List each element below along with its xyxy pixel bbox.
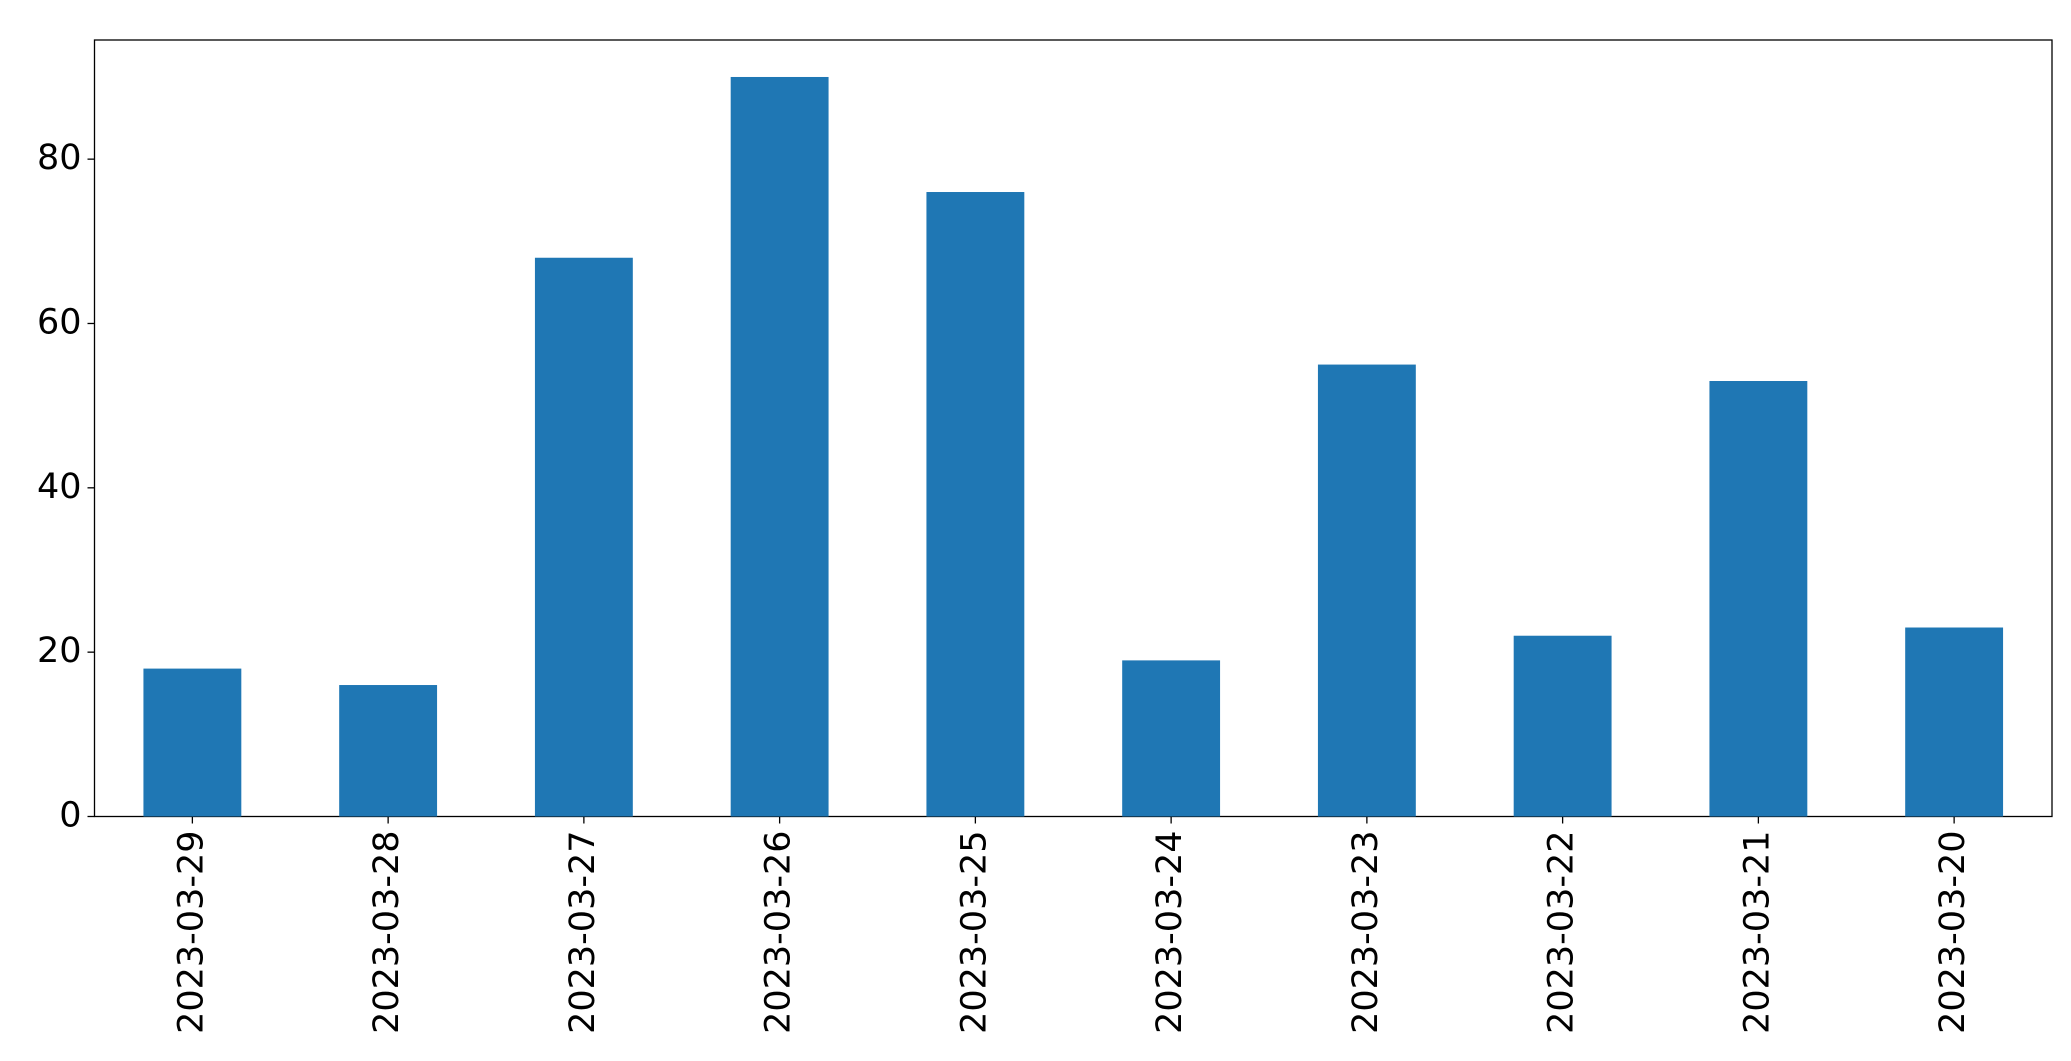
bar — [143, 668, 242, 817]
bar — [730, 76, 829, 817]
bar — [926, 192, 1025, 817]
x-tick-label: 2023-03-21 — [1737, 831, 1777, 1034]
x-tick-label: 2023-03-26 — [759, 831, 799, 1034]
y-tick-label: 40 — [37, 467, 82, 507]
x-tick-label: 2023-03-29 — [171, 831, 211, 1034]
x-tick-label: 2023-03-25 — [954, 831, 994, 1034]
x-tick-label: 2023-03-20 — [1933, 831, 1973, 1034]
bar — [534, 257, 633, 817]
y-tick-label: 60 — [37, 302, 82, 342]
bar — [1905, 627, 2004, 817]
y-tick-label: 80 — [37, 138, 82, 178]
y-tick-label: 20 — [37, 631, 82, 671]
y-tick-label: 0 — [59, 796, 81, 836]
x-tick-label: 2023-03-22 — [1542, 831, 1582, 1034]
bar — [339, 685, 438, 817]
plot-frame — [93, 39, 2053, 818]
x-tick-label: 2023-03-27 — [563, 831, 603, 1034]
bar — [1513, 635, 1612, 817]
bar — [1709, 381, 1808, 817]
x-tick-label: 2023-03-24 — [1150, 831, 1190, 1034]
x-tick-label: 2023-03-23 — [1346, 831, 1386, 1034]
x-tick-label: 2023-03-28 — [367, 831, 407, 1034]
bar — [1317, 364, 1416, 817]
bar — [1122, 660, 1221, 817]
